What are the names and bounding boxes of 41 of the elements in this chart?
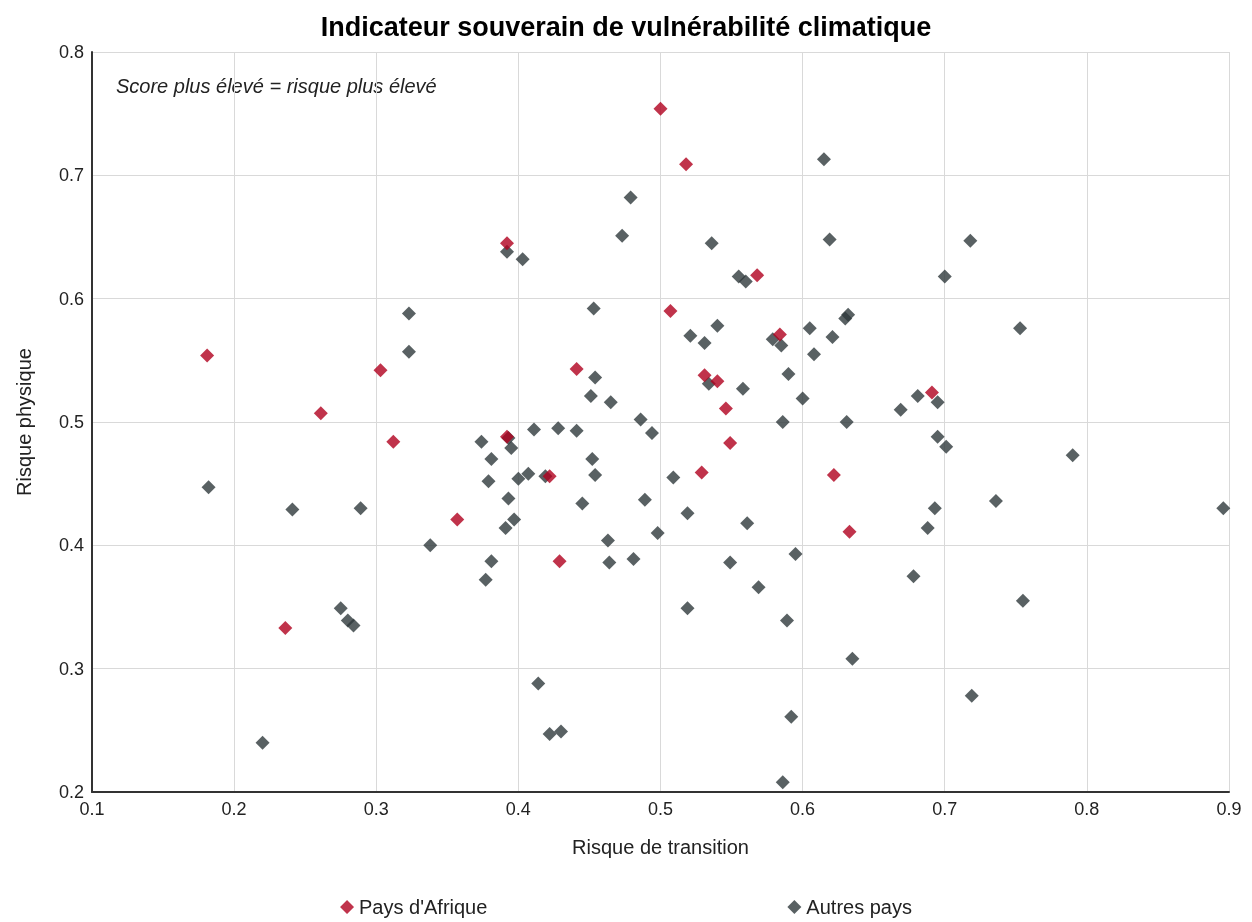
chart-title: Indicateur souverain de vulnérabilité climatique — [320, 11, 932, 42]
point — [663, 304, 678, 318]
legend-label: Autres pays — [806, 896, 912, 918]
point — [313, 406, 328, 421]
x-axis-title: Risque de transition — [572, 836, 749, 858]
x-tick-label: 0.9 — [1216, 799, 1242, 819]
point — [718, 401, 733, 416]
point — [750, 268, 765, 283]
annotation: Score plus élevé = risque plus élevé — [116, 75, 437, 97]
point — [200, 348, 215, 363]
point — [386, 434, 401, 449]
x-tick-label: 0.6 — [790, 799, 816, 819]
y-tick-label: 0.8 — [58, 42, 84, 62]
y-tick-label: 0.2 — [58, 782, 84, 802]
point — [373, 363, 388, 378]
y-tick-label: 0.3 — [58, 658, 84, 679]
point — [569, 361, 584, 376]
y-tick-label: 0.7 — [58, 165, 84, 186]
y-axis-title: Risque physique — [13, 348, 35, 496]
point — [552, 554, 567, 569]
point — [723, 435, 738, 450]
y-tick-label: 0.5 — [58, 412, 84, 432]
x-tick-label: 0.1 — [79, 799, 105, 819]
point — [542, 469, 557, 484]
x-tick-label: 0.5 — [647, 799, 674, 819]
x-tick-label: 0.8 — [1074, 799, 1100, 819]
legend-label: Pays d'Afrique — [359, 896, 488, 918]
point — [278, 620, 293, 635]
point — [679, 157, 694, 172]
point — [924, 385, 939, 400]
x-tick-label: 0.4 — [505, 799, 531, 819]
x-tick-label: 0.3 — [363, 799, 389, 819]
y-tick-label: 0.4 — [58, 535, 84, 556]
y-tick-label: 0.6 — [58, 288, 84, 309]
x-tick-label: 0.7 — [932, 799, 958, 819]
point — [842, 524, 857, 539]
point — [694, 465, 709, 480]
point — [826, 468, 841, 483]
point — [653, 101, 668, 116]
x-tick-label: 0.2 — [221, 799, 247, 819]
point — [450, 512, 465, 527]
